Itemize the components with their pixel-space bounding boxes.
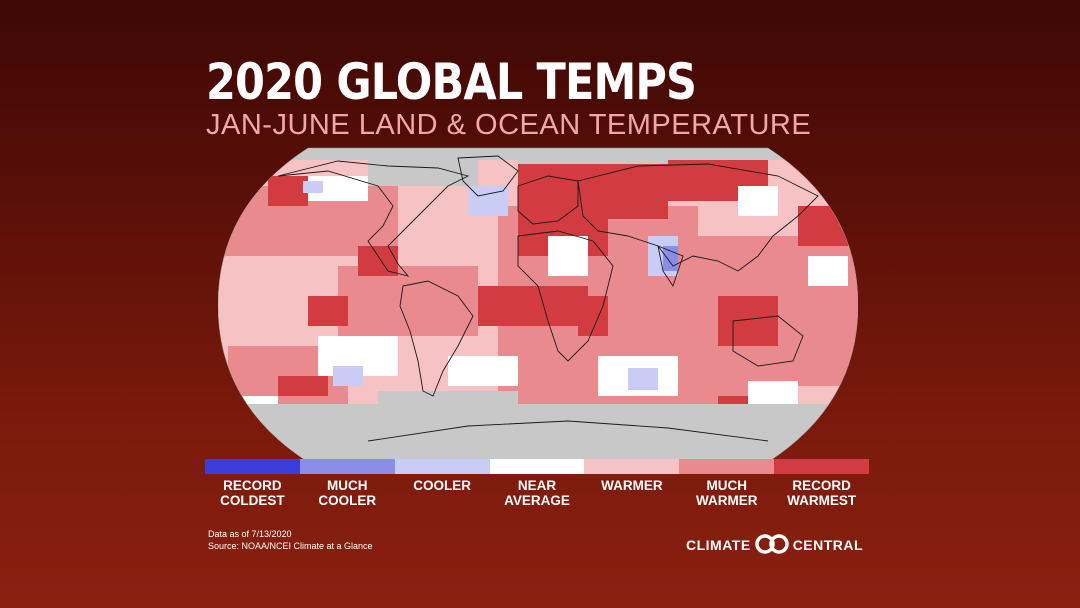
legend-swatch-record-warmest (774, 459, 870, 474)
climate-central-logo: CLIMATE CENTRAL (686, 533, 864, 557)
region-no-data-antarctic (378, 391, 518, 411)
legend-swatch-much-cooler (299, 459, 395, 474)
legend-color-bar (205, 459, 870, 474)
footer-notes: Data as of 7/13/2020 Source: NOAA/NCEI C… (208, 528, 373, 552)
region-record-warmest (278, 376, 328, 396)
data-date-note: Data as of 7/13/2020 (208, 529, 292, 539)
region-much-warmer (338, 266, 478, 336)
europe-outline (517, 175, 579, 225)
africa-outline (517, 230, 614, 362)
map-title: 2020 GLOBAL TEMPS (206, 53, 697, 111)
region-near-average (808, 256, 848, 286)
region-near-average (548, 236, 588, 276)
legend-label-warmer: WARMER (601, 478, 663, 493)
region-near-average (448, 356, 518, 386)
region-cooler (468, 186, 508, 216)
logo-word-left: CLIMATE (686, 537, 751, 553)
region-cooler (333, 366, 363, 386)
logo-word-right: CENTRAL (792, 537, 864, 553)
legend-swatch-near-average (489, 459, 585, 474)
world-temperature-map (218, 146, 858, 464)
legend-label-record-coldest: RECORD COLDEST (220, 478, 285, 508)
region-much-cooler (663, 246, 678, 271)
region-near-average (738, 186, 778, 216)
south-america-outline (399, 280, 474, 397)
region-record-warmest (478, 286, 588, 326)
legend-labels: RECORD COLDEST MUCH COOLER COOLER NEAR A… (205, 478, 869, 508)
india-outline (657, 245, 684, 288)
map-subtitle: JAN-JUNE LAND & OCEAN TEMPERATURE (206, 109, 812, 141)
greenland-outline (457, 155, 519, 197)
legend-label-much-warmer: MUCH WARMER (695, 478, 758, 508)
asia-outline (577, 163, 819, 272)
legend-swatch-record-coldest (205, 459, 300, 474)
legend-swatch-cooler (394, 459, 490, 474)
rings-icon (754, 533, 789, 557)
australia-outline (732, 315, 804, 367)
legend-swatch-much-warmer (679, 459, 775, 474)
region-record-warmest (308, 296, 348, 326)
antarctica-outline (367, 420, 769, 442)
legend-label-near-average: NEAR AVERAGE (504, 478, 570, 508)
legend-label-cooler: COOLER (413, 478, 472, 493)
legend-label-much-cooler: MUCH COOLER (318, 478, 377, 508)
region-record-warmest (718, 296, 778, 346)
legend-swatch-warmer (584, 459, 680, 474)
north-america-outline (277, 160, 470, 277)
region-no-data-arctic (518, 148, 668, 164)
region-cooler (628, 368, 658, 390)
region-record-warmest (268, 176, 308, 206)
source-note: Source: NOAA/NCEI Climate at a Glance (208, 541, 373, 551)
region-cooler (303, 181, 323, 193)
region-record-warmest (358, 246, 398, 276)
legend-label-record-warmest: RECORD WARMEST (787, 478, 857, 508)
region-no-data-antarctic (218, 404, 858, 462)
